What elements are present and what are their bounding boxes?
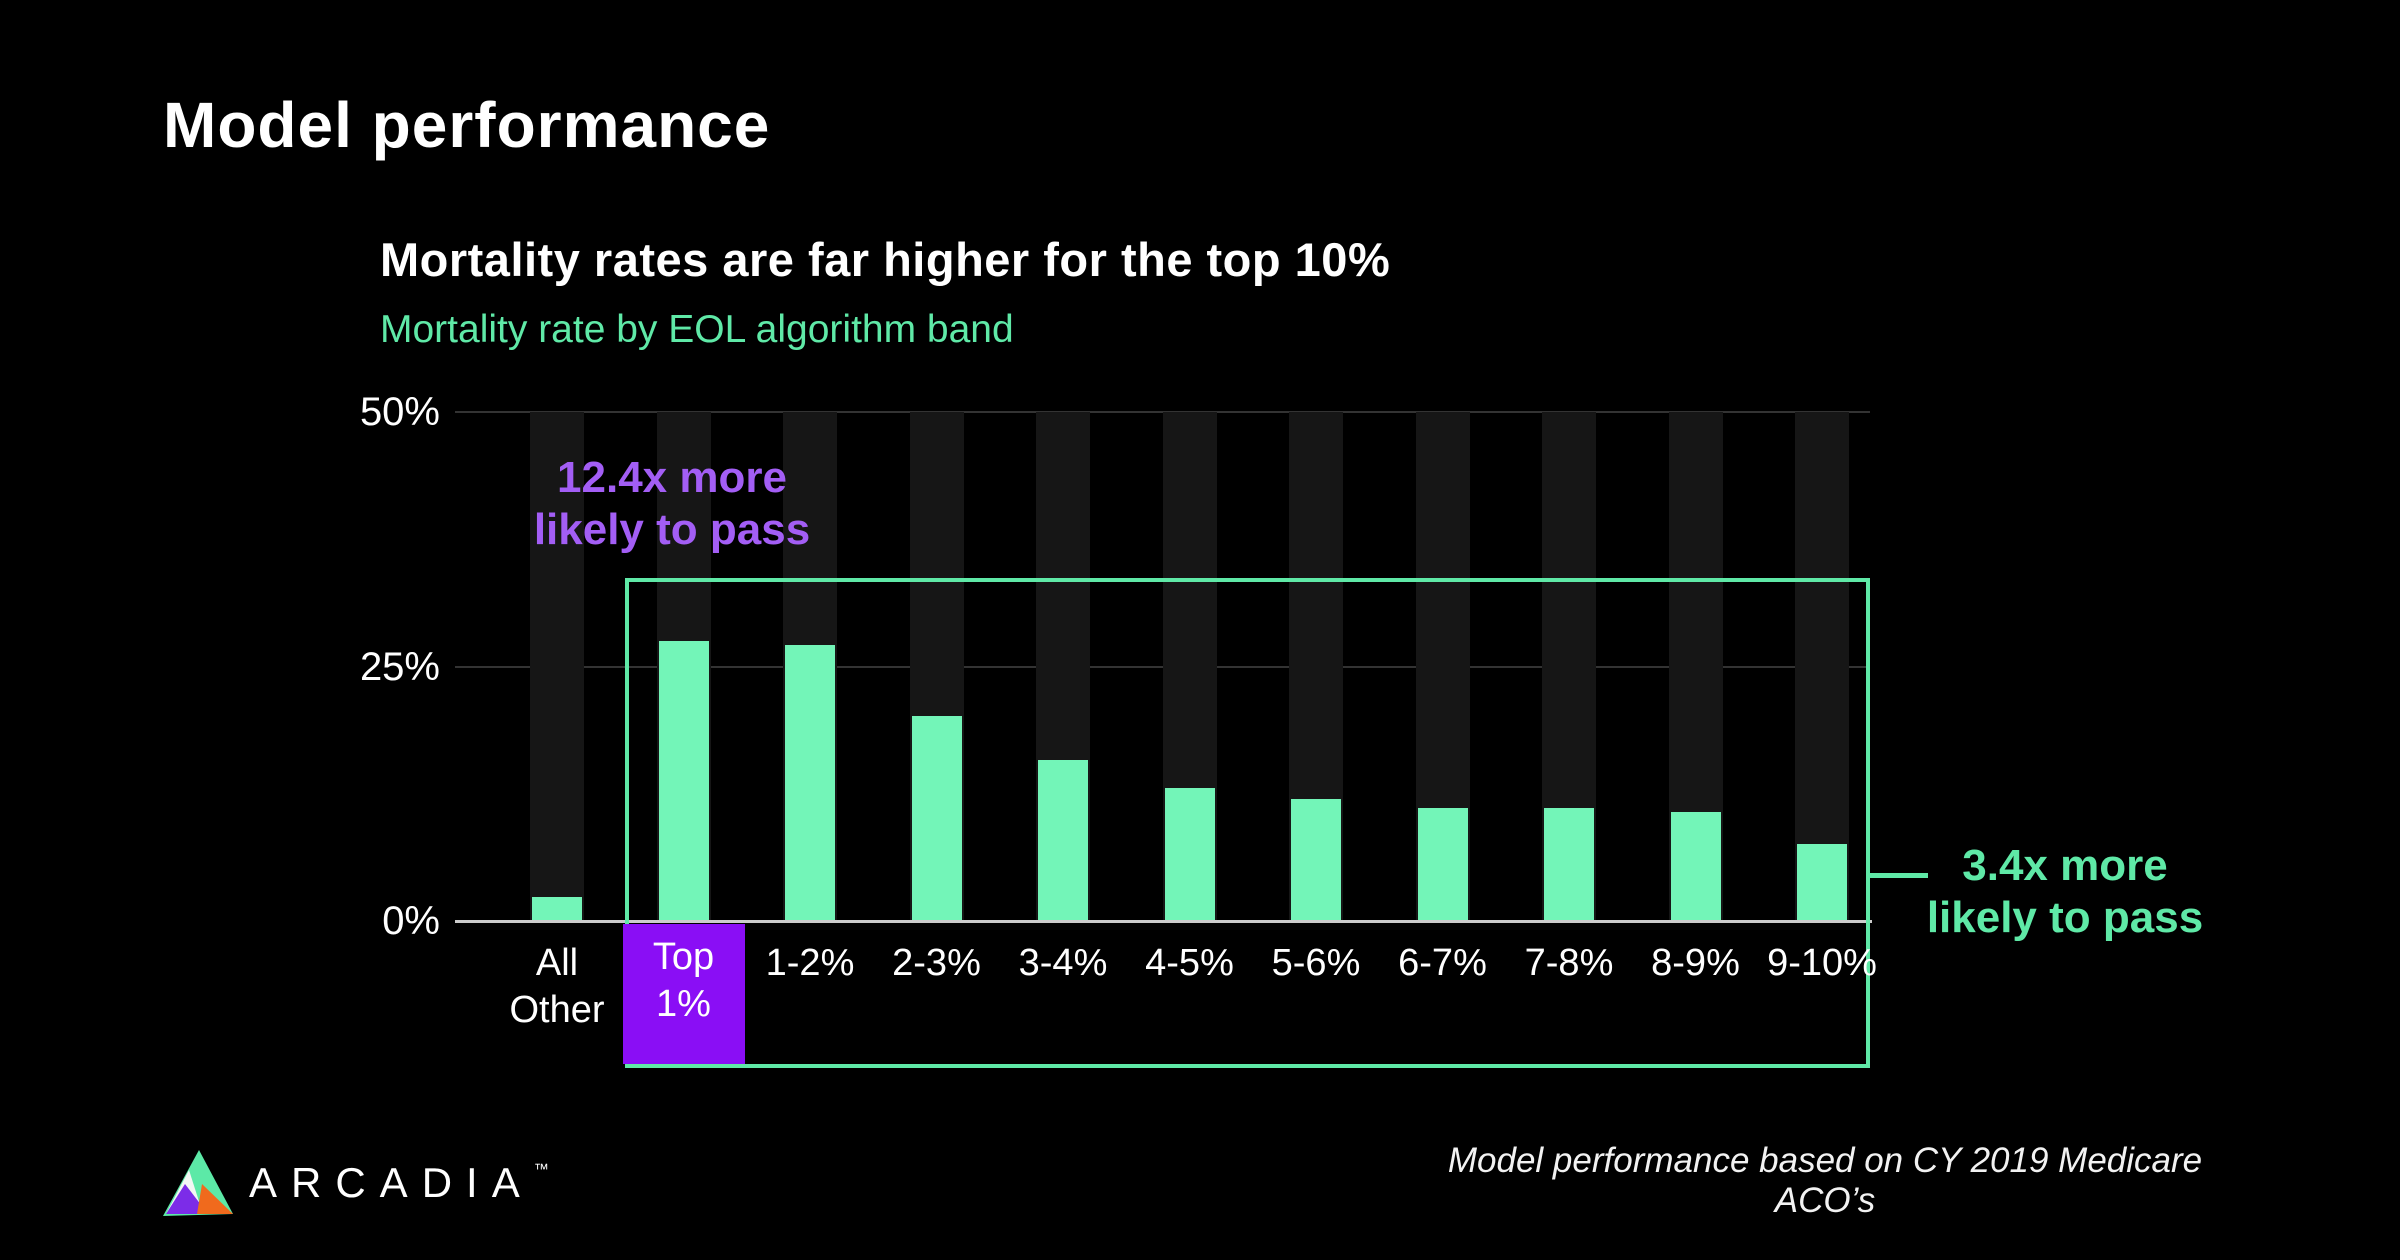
category-label: 8-9% [1651, 942, 1740, 984]
arcadia-mountain-icon [163, 1150, 233, 1216]
category-label: 2-3% [892, 942, 981, 984]
bar-6-7- [1417, 808, 1468, 920]
category-label: All Other [509, 942, 605, 1031]
logo-wordmark: ARCADIA™ [249, 1159, 549, 1206]
callout-12x: 12.4x more likely to pass [492, 452, 852, 556]
x-axis-baseline [455, 920, 1872, 923]
category-label: 9-10% [1767, 942, 1877, 984]
chart-subtitle: Mortality rate by EOL algorithm band [380, 308, 1014, 351]
bar-5-6- [1291, 799, 1341, 920]
arcadia-logo: ARCADIA™ [163, 1148, 763, 1218]
callout-3x-line1: 3.4x more [1962, 841, 2168, 890]
callout-3x: 3.4x more likely to pass [1885, 840, 2245, 944]
category-label: 1-2% [765, 942, 855, 984]
category-background-column [530, 412, 584, 920]
callout-connector-line [1870, 873, 1928, 878]
category-label: 6-7% [1398, 942, 1487, 984]
bar-3-4- [1038, 760, 1088, 920]
bar-8-9- [1670, 812, 1721, 920]
category-label: Top 1% [652, 936, 715, 1025]
category-label: 7-8% [1524, 942, 1614, 984]
bar-4-5- [1164, 787, 1215, 920]
category-label: 3-4% [1018, 942, 1108, 984]
highlight-top1-label-box: Top 1% [622, 924, 745, 1064]
footnote: Model performance based on CY 2019 Medic… [1447, 1141, 2203, 1220]
bar-2-3- [911, 715, 962, 920]
bar-1-2- [785, 644, 835, 920]
category-label: 4-5% [1145, 942, 1234, 984]
top10-range-outline [625, 578, 1870, 1068]
page-title: Model performance [163, 89, 771, 161]
category-label: 5-6% [1271, 942, 1361, 984]
bar-9-10- [1797, 843, 1847, 920]
ytick-0: 0% [382, 899, 440, 943]
chart-title: Mortality rates are far higher for the t… [380, 233, 1391, 286]
bar-all-other [532, 896, 582, 920]
callout-12x-line2: likely to pass [533, 505, 811, 554]
callout-12x-line1: 12.4x more [557, 453, 787, 502]
ytick-50: 50% [359, 390, 440, 434]
trademark-symbol: ™ [533, 1161, 549, 1178]
bar-7-8- [1544, 808, 1594, 920]
callout-3x-line2: likely to pass [1926, 893, 2204, 942]
bar-top-1- [658, 640, 709, 920]
category-background-column [1795, 412, 1849, 920]
ytick-25: 25% [359, 645, 440, 689]
